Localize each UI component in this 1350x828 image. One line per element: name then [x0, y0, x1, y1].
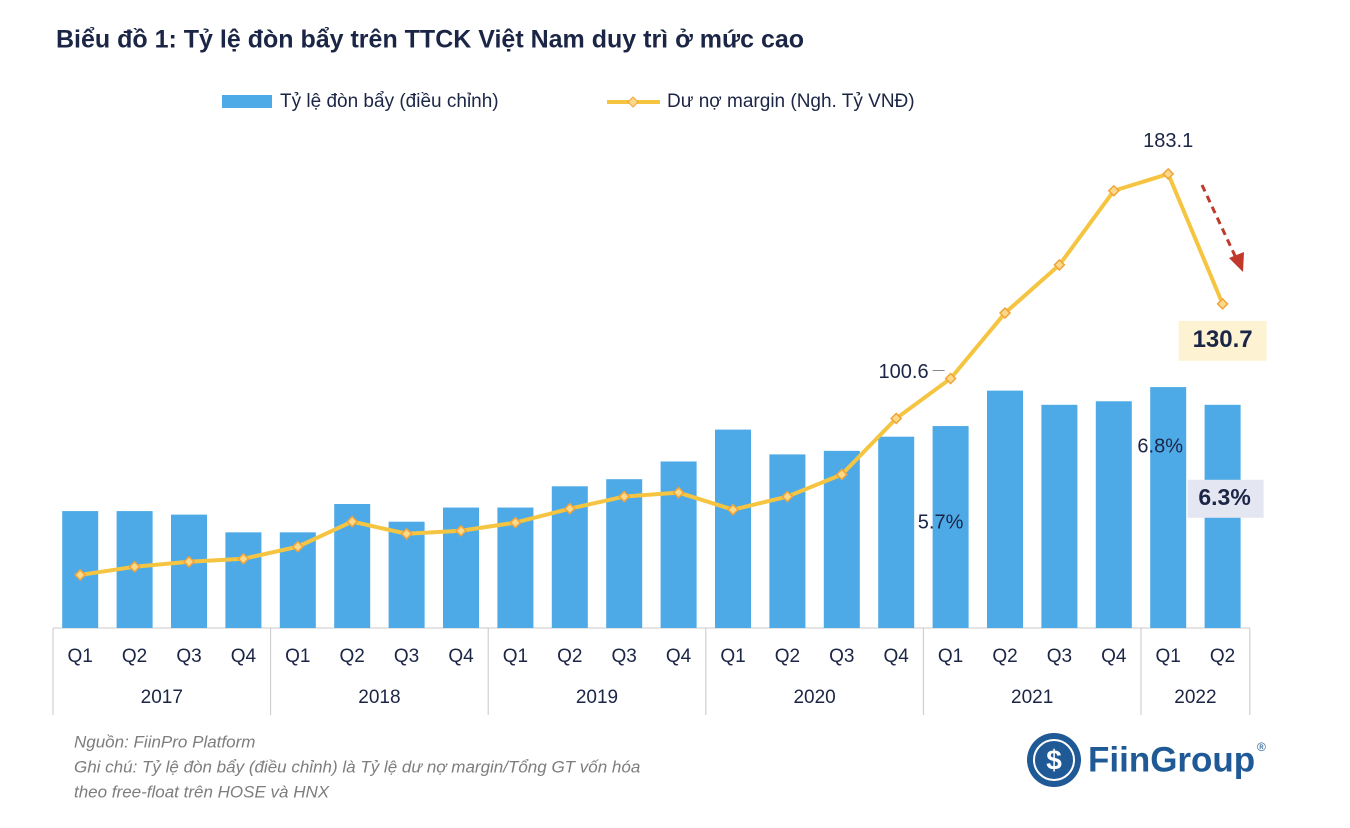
line-marker — [74, 568, 87, 581]
line-marker — [509, 516, 522, 529]
line-marker — [1053, 258, 1066, 271]
line-marker — [454, 524, 468, 537]
x-tick-label: Q4 — [448, 646, 474, 667]
bar — [715, 429, 751, 628]
group-label: 2020 — [793, 687, 835, 708]
x-tick-label: Q2 — [775, 646, 800, 667]
group-label: 2019 — [576, 687, 618, 708]
x-tick-label: Q1 — [285, 646, 310, 667]
x-tick-label: Q4 — [1101, 646, 1127, 667]
svg-text:$: $ — [1046, 744, 1062, 775]
logo: $ FiinGroup ® — [1027, 733, 1266, 787]
group-label: 2021 — [1011, 687, 1053, 708]
x-tick-label: Q1 — [68, 646, 93, 667]
logo-text: FiinGroup — [1088, 740, 1255, 779]
line-marker — [618, 490, 631, 503]
legend-marker — [627, 96, 639, 108]
x-tick-label: Q1 — [938, 646, 963, 667]
line-marker — [237, 552, 250, 565]
bar — [660, 461, 697, 628]
x-tick-label: Q3 — [394, 646, 419, 667]
line-marker — [1162, 167, 1175, 180]
x-tick-label: Q4 — [231, 646, 257, 667]
line-marker — [890, 412, 903, 425]
bar-series — [62, 387, 1241, 628]
group-label: 2022 — [1174, 687, 1216, 708]
source: Nguồn: FiinPro Platform — [74, 732, 255, 751]
line-marker — [128, 560, 141, 573]
line-marker — [998, 306, 1012, 320]
x-tick-label: Q2 — [122, 646, 147, 667]
bar — [987, 390, 1023, 628]
line-marker — [1216, 297, 1229, 310]
bar — [225, 532, 262, 628]
note: Ghi chú: Tỷ lệ đòn bẩy (điều chỉnh) là T… — [74, 757, 640, 776]
decline-arrow — [1200, 184, 1244, 272]
x-tick-label: Q2 — [557, 646, 582, 667]
x-tick-label: Q4 — [666, 646, 692, 667]
x-tick-label: Q1 — [1156, 646, 1181, 667]
data-label: 5.7% — [918, 511, 964, 533]
line-marker — [182, 555, 196, 568]
x-tick-label: Q2 — [340, 646, 365, 667]
x-tick-label: Q3 — [1047, 646, 1072, 667]
x-tick-label: Q3 — [829, 646, 854, 667]
note: theo free-float trên HOSE và HNX — [74, 782, 330, 801]
bar — [1041, 404, 1078, 628]
legend-label: Tỷ lệ đòn bẩy (điều chỉnh) — [280, 91, 499, 112]
line-marker — [781, 490, 794, 503]
line-marker — [944, 372, 957, 385]
x-tick-label: Q1 — [720, 646, 745, 667]
data-label: 130.7 — [1193, 326, 1253, 353]
line — [79, 171, 1225, 577]
highlight-box — [1187, 479, 1264, 518]
bar — [171, 514, 207, 628]
chart-title: Biểu đồ 1: Tỷ lệ đòn bẩy trên TTCK Việt … — [56, 26, 804, 54]
line-marker — [835, 468, 848, 481]
x-tick-label: Q2 — [1210, 646, 1235, 667]
line-marker — [400, 527, 413, 540]
legend: Tỷ lệ đòn bẩy (điều chỉnh) Dư nợ margin (… — [222, 91, 915, 112]
bar — [932, 426, 969, 628]
line-marker — [726, 503, 740, 516]
line-marker — [291, 540, 304, 553]
line-marker — [563, 502, 576, 515]
line-series — [74, 167, 1229, 581]
x-tick-label: Q1 — [503, 646, 528, 667]
line-marker — [1107, 184, 1120, 197]
bar — [1095, 401, 1132, 628]
logo-mark: ® — [1257, 740, 1266, 754]
source-notes: Nguồn: FiinPro Platform Ghi chú: Tỷ lệ đ… — [74, 732, 640, 801]
bar — [606, 479, 643, 628]
group-label: 2017 — [141, 687, 183, 708]
bar — [878, 436, 915, 628]
x-tick-label: Q3 — [612, 646, 637, 667]
x-tick-label: Q3 — [176, 646, 201, 667]
line-marker — [346, 515, 359, 528]
line-marker — [672, 486, 685, 499]
legend-label: Dư nợ margin (Ngh. Tỷ VNĐ) — [667, 91, 915, 112]
highlight-box — [1178, 320, 1267, 361]
bar — [769, 454, 806, 628]
data-label: 6.8% — [1137, 435, 1183, 457]
data-label: 183.1 — [1143, 130, 1193, 152]
x-tick-label: Q2 — [992, 646, 1017, 667]
bar — [1150, 387, 1187, 628]
data-label: 100.6 — [879, 361, 929, 383]
group-label: 2018 — [358, 687, 400, 708]
data-label: 6.3% — [1198, 484, 1250, 510]
x-tick-label: Q4 — [884, 646, 910, 667]
legend-swatch — [222, 95, 272, 108]
